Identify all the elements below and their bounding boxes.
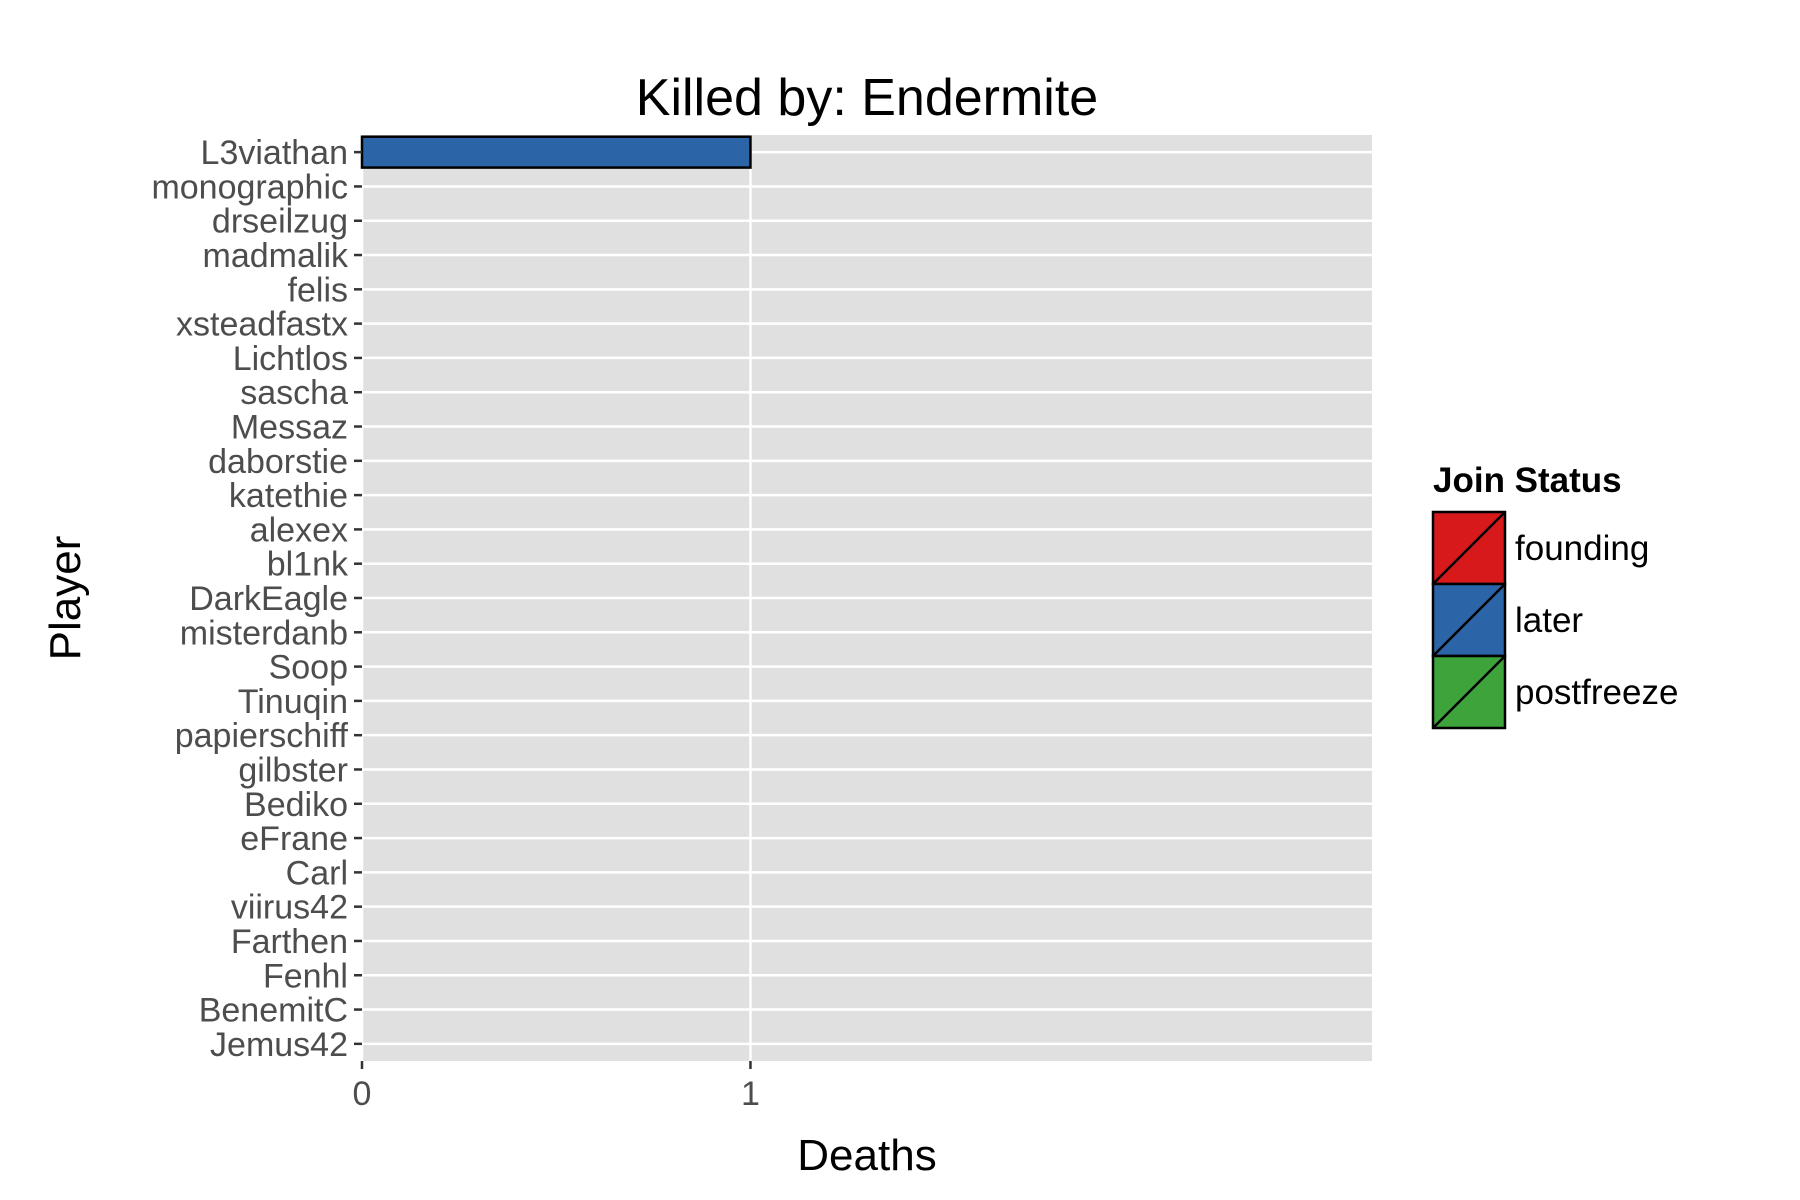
y-tick-label: katethie (229, 477, 348, 515)
y-tick-label: bl1nk (267, 546, 349, 584)
legend-key-slash (1432, 583, 1506, 657)
y-tick-label: Lichtlos (233, 340, 348, 378)
y-tick-label: Fenhl (263, 957, 348, 995)
y-tick-label: Soop (269, 649, 348, 687)
bars (360, 135, 752, 169)
legend-label-founding: founding (1515, 529, 1649, 568)
y-tick-label: papierschiff (175, 717, 349, 755)
legend-label-postfreeze: postfreeze (1515, 673, 1678, 712)
y-tick-label: Carl (286, 854, 348, 892)
y-tick-label: viirus42 (231, 889, 348, 927)
y-tick-label: eFrane (240, 820, 348, 858)
y-tick-label: monographic (151, 168, 348, 206)
y-tick-label: L3viathan (201, 134, 348, 172)
y-tick-label: DarkEagle (189, 580, 348, 618)
chart-title: Killed by: Endermite (636, 69, 1098, 127)
y-tick-label: sascha (240, 374, 348, 412)
y-tick-label: alexex (250, 511, 348, 549)
y-tick-label: xsteadfastx (176, 306, 348, 344)
y-tick-label: gilbster (238, 751, 348, 789)
y-tick-label: Tinuqin (238, 683, 348, 721)
y-gridlines (362, 150, 1372, 1046)
legend-key-slash (1432, 511, 1506, 585)
y-tick-label: Farthen (231, 923, 348, 961)
legend-key-slash (1432, 655, 1506, 729)
y-tick-label: Jemus42 (210, 1026, 348, 1064)
legend: Join Status founding later postfreeze (1431, 461, 1678, 730)
legend-title: Join Status (1433, 461, 1622, 500)
y-tick-label: daborstie (208, 443, 348, 481)
y-tick-label: Bediko (244, 786, 348, 824)
y-tick-label: BenemitC (199, 992, 348, 1030)
bar (360, 135, 752, 169)
x-tick-label: 0 (353, 1075, 372, 1113)
x-tick-label: 1 (741, 1075, 760, 1113)
y-tick-label: Messaz (231, 409, 348, 447)
y-tick-label: drseilzug (212, 203, 348, 241)
y-tick-label: madmalik (203, 237, 349, 275)
y-tick-label: misterdanb (180, 614, 348, 652)
y-axis: L3viathanmonographicdrseilzugmadmalikfel… (151, 134, 362, 1064)
legend-label-later: later (1515, 601, 1583, 640)
y-tick-label: felis (288, 271, 348, 309)
x-axis-title: Deaths (797, 1131, 936, 1180)
y-axis-title: Player (41, 536, 90, 661)
